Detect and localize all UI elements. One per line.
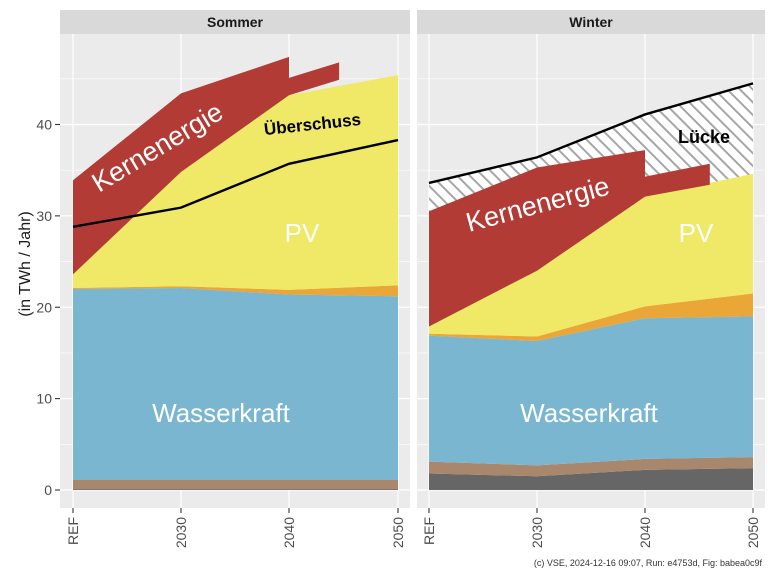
x-tick-label: 2030 [173,517,189,548]
facet-strip [417,10,765,34]
label-wasserkraft: Wasserkraft [520,398,658,428]
area-orange [429,293,753,342]
facet-title: Sommer [207,14,264,30]
area-brown [73,479,398,490]
label-pv: PV [285,218,320,248]
facet-strip [60,10,410,34]
area-kernenergie [429,150,645,327]
area-wasserkraft [73,288,398,480]
series-line [72,138,399,229]
area-orange [73,285,398,297]
area-wasserkraft [429,316,753,466]
y-tick-label: 0 [44,482,52,498]
label-wasserkraft: Wasserkraft [152,398,290,428]
x-tick-label: REF [421,517,437,545]
area-brown [429,457,753,477]
area-pv [73,75,398,290]
area-dark_grey [73,489,398,490]
y-tick-label: 10 [36,391,52,407]
x-tick-label: 2040 [281,517,297,548]
x-tick-label: 2040 [637,517,653,548]
y-tick-label: 40 [36,117,52,133]
area-pv [429,173,753,337]
label-pv: PV [679,218,714,248]
area-kernenergie-stub [645,163,710,197]
label-line: Lücke [678,127,730,147]
y-axis-title: (in TWh / Jahr) [17,211,34,317]
y-tick-label: 30 [36,208,52,224]
facet-title: Winter [569,14,613,30]
x-tick-label: 2050 [390,517,406,548]
x-tick-label: 2050 [745,517,761,548]
caption: (c) VSE, 2024-12-16 09:07, Run: e4753d, … [533,558,762,568]
x-tick-label: REF [65,517,81,545]
area-kernenergie-stub [289,62,340,96]
area-kernenergie [73,56,289,275]
area-dark_grey [429,468,753,490]
x-tick-label: 2030 [529,517,545,548]
series-line [428,82,754,185]
y-tick-label: 20 [36,299,52,315]
